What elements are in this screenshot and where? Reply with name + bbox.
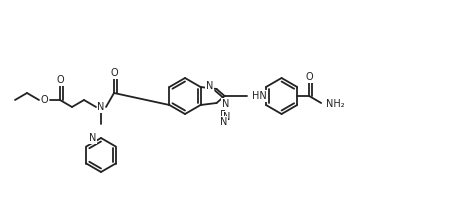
Text: O: O [41,95,48,105]
Text: N: N [221,99,229,109]
Text: O: O [56,75,64,85]
Text: N: N [220,117,227,127]
Text: O: O [110,68,118,78]
Text: N: N [97,102,105,112]
Text: N: N [223,112,230,122]
Text: HN: HN [252,91,266,101]
Text: N: N [89,133,96,143]
Text: N: N [205,81,213,91]
Text: O: O [305,72,313,82]
Text: NH₂: NH₂ [326,99,345,109]
